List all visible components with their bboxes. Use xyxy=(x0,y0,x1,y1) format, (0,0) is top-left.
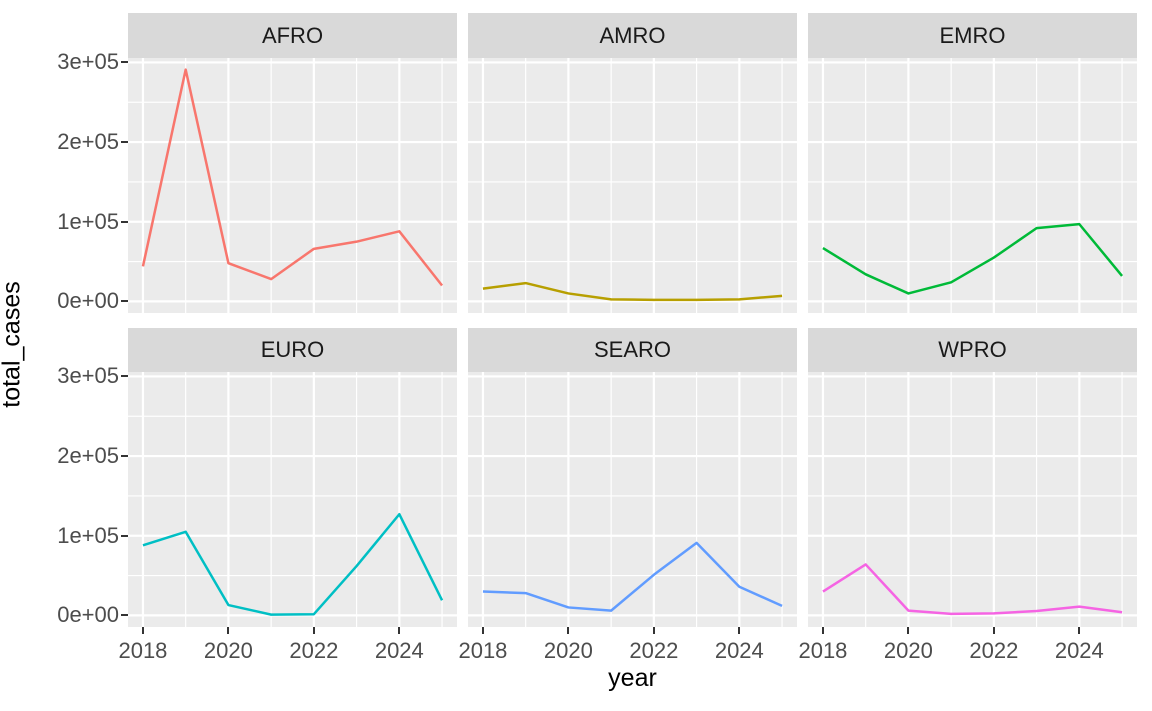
data-line-wpro xyxy=(822,563,1123,616)
y-tick-mark xyxy=(121,375,128,378)
y-tick-label: 3e+05 xyxy=(57,363,119,389)
y-tick-mark xyxy=(121,614,128,617)
data-line-searo xyxy=(482,541,783,612)
x-tick-label: 2018 xyxy=(798,638,848,663)
facet-panel-euro xyxy=(128,372,457,627)
facet-strip-afro: AFRO xyxy=(128,13,457,58)
panel-background xyxy=(808,372,1137,627)
facet-afro: AFRO xyxy=(128,13,457,313)
y-tick-label: 2e+05 xyxy=(57,129,119,155)
facet-strip-label: AFRO xyxy=(261,22,324,48)
facet-panel-wpro xyxy=(808,372,1137,627)
y-tick-mark xyxy=(121,61,128,64)
facet-strip-amro: AMRO xyxy=(468,13,797,58)
y-tick-label: 1e+05 xyxy=(57,208,119,234)
panel-background xyxy=(468,372,797,627)
x-tick-mark xyxy=(1078,627,1081,634)
x-tick-mark xyxy=(567,627,570,634)
facet-panel-searo xyxy=(468,372,797,627)
facet-strip-searo: SEARO xyxy=(468,328,797,372)
y-tick-label: 0e+00 xyxy=(57,602,119,628)
x-axis-title: year xyxy=(608,664,657,692)
x-tick-mark xyxy=(907,627,910,634)
y-tick-label: 2e+05 xyxy=(57,443,119,469)
y-tick-mark xyxy=(121,455,128,458)
x-tick-label: 2024 xyxy=(1054,638,1104,663)
y-tick-label: 1e+05 xyxy=(57,522,119,548)
x-tick-label: 2020 xyxy=(543,638,593,663)
x-tick-label: 2018 xyxy=(118,638,168,663)
x-tick-mark xyxy=(738,627,741,634)
y-tick-mark xyxy=(121,220,128,223)
facet-strip-label: AMRO xyxy=(599,22,666,48)
facet-strip-wpro: WPRO xyxy=(808,328,1137,372)
x-tick-label: 2022 xyxy=(969,638,1019,663)
x-tick-mark xyxy=(992,627,995,634)
facet-strip-euro: EURO xyxy=(128,328,457,372)
y-tick-label: 0e+00 xyxy=(57,288,119,314)
facet-emro: EMRO xyxy=(808,13,1137,313)
panel-background xyxy=(128,372,457,627)
facet-wpro: WPRO xyxy=(808,328,1137,627)
data-line-afro xyxy=(141,68,444,287)
x-tick-mark xyxy=(821,627,824,634)
facet-strip-emro: EMRO xyxy=(808,13,1137,58)
x-tick-mark xyxy=(652,627,655,634)
x-tick-label: 2022 xyxy=(289,638,339,663)
x-tick-label: 2020 xyxy=(883,638,933,663)
facet-strip-label: EMRO xyxy=(939,22,1006,48)
panel-background xyxy=(468,58,797,313)
x-tick-mark xyxy=(227,627,230,634)
data-line-amro xyxy=(482,281,783,302)
y-tick-mark xyxy=(121,300,128,303)
facet-strip-label: EURO xyxy=(260,337,325,362)
x-tick-mark xyxy=(481,627,484,634)
panel-background xyxy=(128,58,457,313)
y-tick-label: 3e+05 xyxy=(57,49,119,75)
data-line-euro xyxy=(142,512,444,616)
facet-euro: EURO xyxy=(128,328,457,627)
y-tick-mark xyxy=(121,534,128,537)
x-tick-label: 2024 xyxy=(374,638,424,663)
x-tick-label: 2022 xyxy=(629,638,679,663)
facet-amro: AMRO xyxy=(468,13,797,313)
x-tick-mark xyxy=(398,627,401,634)
facet-panel-emro xyxy=(808,58,1137,313)
facet-panel-afro xyxy=(128,58,457,313)
facet-strip-label: WPRO xyxy=(938,337,1007,362)
facet-searo: SEARO xyxy=(468,328,797,627)
x-tick-label: 2018 xyxy=(458,638,508,663)
y-tick-mark xyxy=(121,141,128,144)
facet-panel-amro xyxy=(468,58,797,313)
panel-background xyxy=(808,58,1137,313)
x-tick-mark xyxy=(312,627,315,634)
facet-strip-label: SEARO xyxy=(593,337,672,362)
x-tick-label: 2024 xyxy=(714,638,764,663)
x-tick-mark xyxy=(141,627,144,634)
x-tick-label: 2020 xyxy=(203,638,253,663)
data-line-emro xyxy=(822,222,1124,295)
